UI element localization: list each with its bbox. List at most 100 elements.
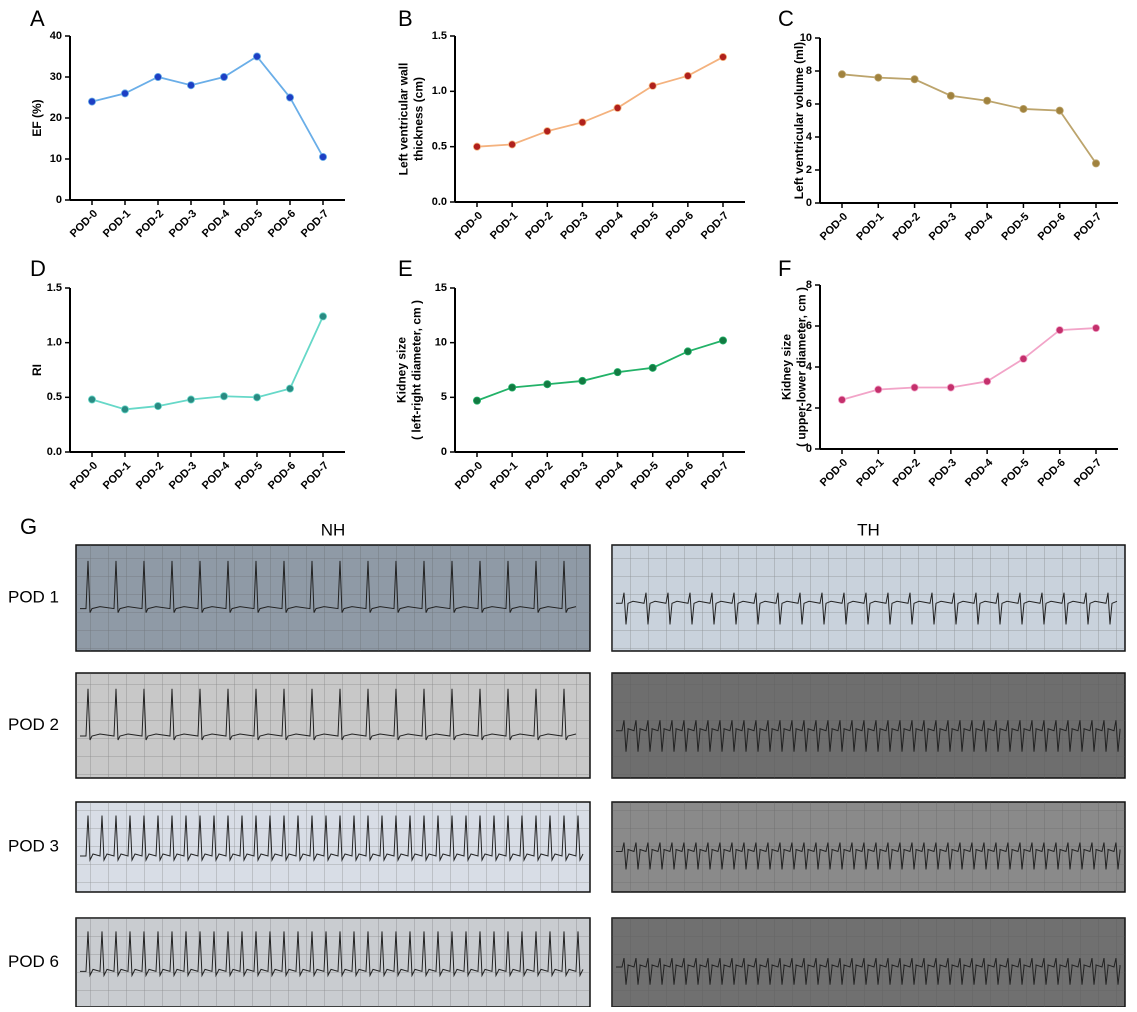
ecg-trace xyxy=(80,688,577,741)
x-tick-label: POD-2 xyxy=(523,460,555,492)
y-tick-label: 10 xyxy=(50,153,62,165)
ecg-grid xyxy=(76,918,590,1007)
data-point xyxy=(683,71,692,80)
x-tick-label: POD-5 xyxy=(233,208,265,240)
y-tick-label: 0.0 xyxy=(432,196,447,208)
panel-label: F xyxy=(778,256,791,281)
x-tick-label: POD-7 xyxy=(299,208,331,240)
y-axis-title-line: EF (%) xyxy=(30,99,44,136)
data-line xyxy=(91,316,324,411)
x-tick-label: POD-3 xyxy=(558,460,590,492)
y-axis-title-line: Left ventricular wall xyxy=(397,63,411,176)
data-point xyxy=(1092,159,1101,168)
data-point xyxy=(121,405,130,414)
y-tick-label: 4 xyxy=(806,361,813,373)
y-axis-title-line: Kidney size xyxy=(395,337,409,403)
ecg-grid xyxy=(612,918,1125,1007)
y-axis-title-line: thickness (cm) xyxy=(412,77,426,161)
y-tick-label: 0.5 xyxy=(432,141,447,153)
x-tick-label: POD-3 xyxy=(167,460,199,492)
y-tick-label: 2 xyxy=(806,402,812,414)
x-tick-label: POD-7 xyxy=(699,210,731,242)
x-tick-label: POD-0 xyxy=(68,208,100,240)
data-point xyxy=(219,73,228,82)
data-point xyxy=(285,384,294,393)
data-point xyxy=(946,91,955,100)
x-tick-label: POD-3 xyxy=(927,457,959,489)
y-tick-label: 40 xyxy=(50,30,62,42)
data-point xyxy=(1092,324,1101,333)
x-tick-label: POD-6 xyxy=(664,210,696,242)
x-tick-label: POD-0 xyxy=(818,457,850,489)
y-tick-label: 20 xyxy=(50,112,62,124)
x-tick-label: POD-6 xyxy=(266,208,298,240)
y-tick-label: 6 xyxy=(806,320,812,332)
data-point xyxy=(252,52,261,61)
data-point xyxy=(252,393,261,402)
x-tick-label: POD-4 xyxy=(200,207,233,240)
x-tick-label: POD-0 xyxy=(818,211,850,243)
data-line xyxy=(841,73,1097,164)
y-tick-label: 10 xyxy=(435,337,447,349)
data-point xyxy=(1055,106,1064,115)
x-tick-label: POD-3 xyxy=(558,210,590,242)
data-point xyxy=(648,81,657,90)
x-tick-label: POD-6 xyxy=(1036,457,1068,489)
row-label: POD 1 xyxy=(8,587,59,606)
x-tick-label: POD-0 xyxy=(453,210,485,242)
y-axis-title: Kidney size( left-right diameter, cm ) xyxy=(395,300,424,440)
x-tick-label: POD-5 xyxy=(999,211,1031,243)
x-tick-label: POD-5 xyxy=(629,210,661,242)
data-point xyxy=(910,75,919,84)
data-point xyxy=(613,103,622,112)
data-point xyxy=(121,89,130,98)
x-tick-label: POD-4 xyxy=(593,459,626,492)
x-tick-label: POD-5 xyxy=(999,457,1031,489)
data-line xyxy=(476,339,724,402)
y-tick-label: 1.5 xyxy=(47,282,62,294)
y-tick-label: 4 xyxy=(806,131,813,143)
data-point xyxy=(508,140,517,149)
y-tick-label: 1.0 xyxy=(47,337,62,349)
column-header: TH xyxy=(857,520,880,539)
x-tick-label: POD-2 xyxy=(134,460,166,492)
x-tick-label: POD-4 xyxy=(200,459,233,492)
y-tick-label: 6 xyxy=(806,98,812,110)
ecg-grid xyxy=(612,673,1125,778)
data-line xyxy=(841,327,1097,401)
x-tick-label: POD-0 xyxy=(68,460,100,492)
x-tick-label: POD-1 xyxy=(101,208,133,240)
data-point xyxy=(1019,104,1028,113)
ecg-trace xyxy=(80,931,584,978)
data-line xyxy=(476,56,724,148)
x-tick-label: POD-6 xyxy=(1036,211,1068,243)
data-point xyxy=(838,395,847,404)
ecg-trace xyxy=(80,815,584,862)
y-axis-title-line: RI xyxy=(30,364,44,376)
row-label: POD 2 xyxy=(8,715,59,734)
data-line xyxy=(91,55,324,158)
data-point xyxy=(683,347,692,356)
data-point xyxy=(578,118,587,127)
y-tick-label: 10 xyxy=(800,32,812,44)
data-point xyxy=(578,376,587,385)
y-tick-label: 0 xyxy=(806,197,812,209)
data-point xyxy=(219,392,228,401)
data-point xyxy=(88,395,97,404)
x-tick-label: POD-7 xyxy=(1072,211,1104,243)
data-point xyxy=(153,73,162,82)
data-point xyxy=(719,336,728,345)
x-tick-label: POD-7 xyxy=(699,460,731,492)
y-tick-label: 5 xyxy=(441,391,447,403)
x-tick-label: POD-3 xyxy=(167,208,199,240)
y-tick-label: 15 xyxy=(435,282,447,294)
row-label: POD 6 xyxy=(8,952,59,971)
x-tick-label: POD-4 xyxy=(593,209,626,242)
panel-label: A xyxy=(30,6,45,31)
ecg-grid xyxy=(76,802,590,892)
x-tick-label: POD-7 xyxy=(1072,457,1104,489)
panel-label: G xyxy=(20,514,37,539)
data-point xyxy=(153,402,162,411)
